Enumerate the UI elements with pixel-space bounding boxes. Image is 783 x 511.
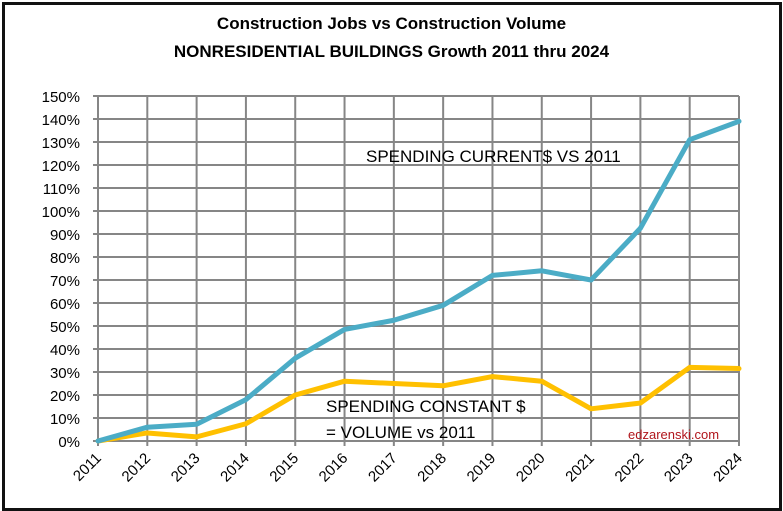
chart-subtitle: NONRESIDENTIAL BUILDINGS Growth 2011 thr… xyxy=(173,42,610,61)
y-tick-label: 0% xyxy=(58,434,80,451)
x-axis-ticks: 2011 2012 2013 2014 2015 2016 2017 2018 2019 2020… xyxy=(70,450,746,486)
y-tick-label: 120% xyxy=(42,158,80,175)
y-tick-label: 110% xyxy=(43,181,80,198)
annotation-constant-spending-1: SPENDING CONSTANT $ xyxy=(326,397,526,416)
y-tick-label: 30% xyxy=(50,365,80,382)
x-tick-label: 2013 xyxy=(168,450,204,486)
x-tick-label: 2011 xyxy=(70,450,105,485)
chart-title: Construction Jobs vs Construction Volume xyxy=(216,14,567,33)
annotation-constant-spending-2: = VOLUME vs 2011 xyxy=(326,423,475,442)
x-tick-label: 2021 xyxy=(562,450,598,486)
watermark: edzarenski.com xyxy=(628,427,719,442)
x-tick-label: 2014 xyxy=(217,450,253,486)
annotation-current-spending: SPENDING CURRENT$ VS 2011 xyxy=(366,147,621,166)
y-tick-label: 80% xyxy=(50,250,80,267)
series-line-1 xyxy=(95,364,742,444)
y-tick-label: 150% xyxy=(42,89,80,106)
y-tick-label: 90% xyxy=(50,227,80,244)
y-tick-label: 130% xyxy=(42,135,80,152)
y-tick-label: 100% xyxy=(42,204,80,221)
y-tick-label: 140% xyxy=(42,112,80,129)
grid xyxy=(93,95,740,446)
x-tick-label: 2012 xyxy=(119,450,155,486)
series-line-0 xyxy=(95,118,742,444)
y-tick-label: 70% xyxy=(50,273,80,290)
x-tick-label: 2019 xyxy=(464,450,500,486)
x-tick-label: 2018 xyxy=(414,450,450,486)
x-tick-label: 2024 xyxy=(710,450,746,486)
y-tick-label: 10% xyxy=(50,411,80,428)
x-tick-label: 2023 xyxy=(661,450,697,486)
x-tick-label: 2017 xyxy=(365,450,401,486)
x-tick-label: 2016 xyxy=(316,450,352,486)
y-axis-ticks: 0% 10% 20% 30% 40% 50% 60% 70% 80% 90% 100% 110% 120… xyxy=(42,89,80,451)
x-tick-label: 2015 xyxy=(266,450,302,486)
y-tick-label: 50% xyxy=(50,319,80,336)
y-tick-label: 40% xyxy=(50,342,80,359)
x-tick-label: 2022 xyxy=(612,450,648,486)
y-tick-label: 60% xyxy=(50,296,80,313)
x-tick-label: 2020 xyxy=(513,450,549,486)
series-lines xyxy=(95,118,742,444)
y-tick-label: 20% xyxy=(50,388,80,405)
